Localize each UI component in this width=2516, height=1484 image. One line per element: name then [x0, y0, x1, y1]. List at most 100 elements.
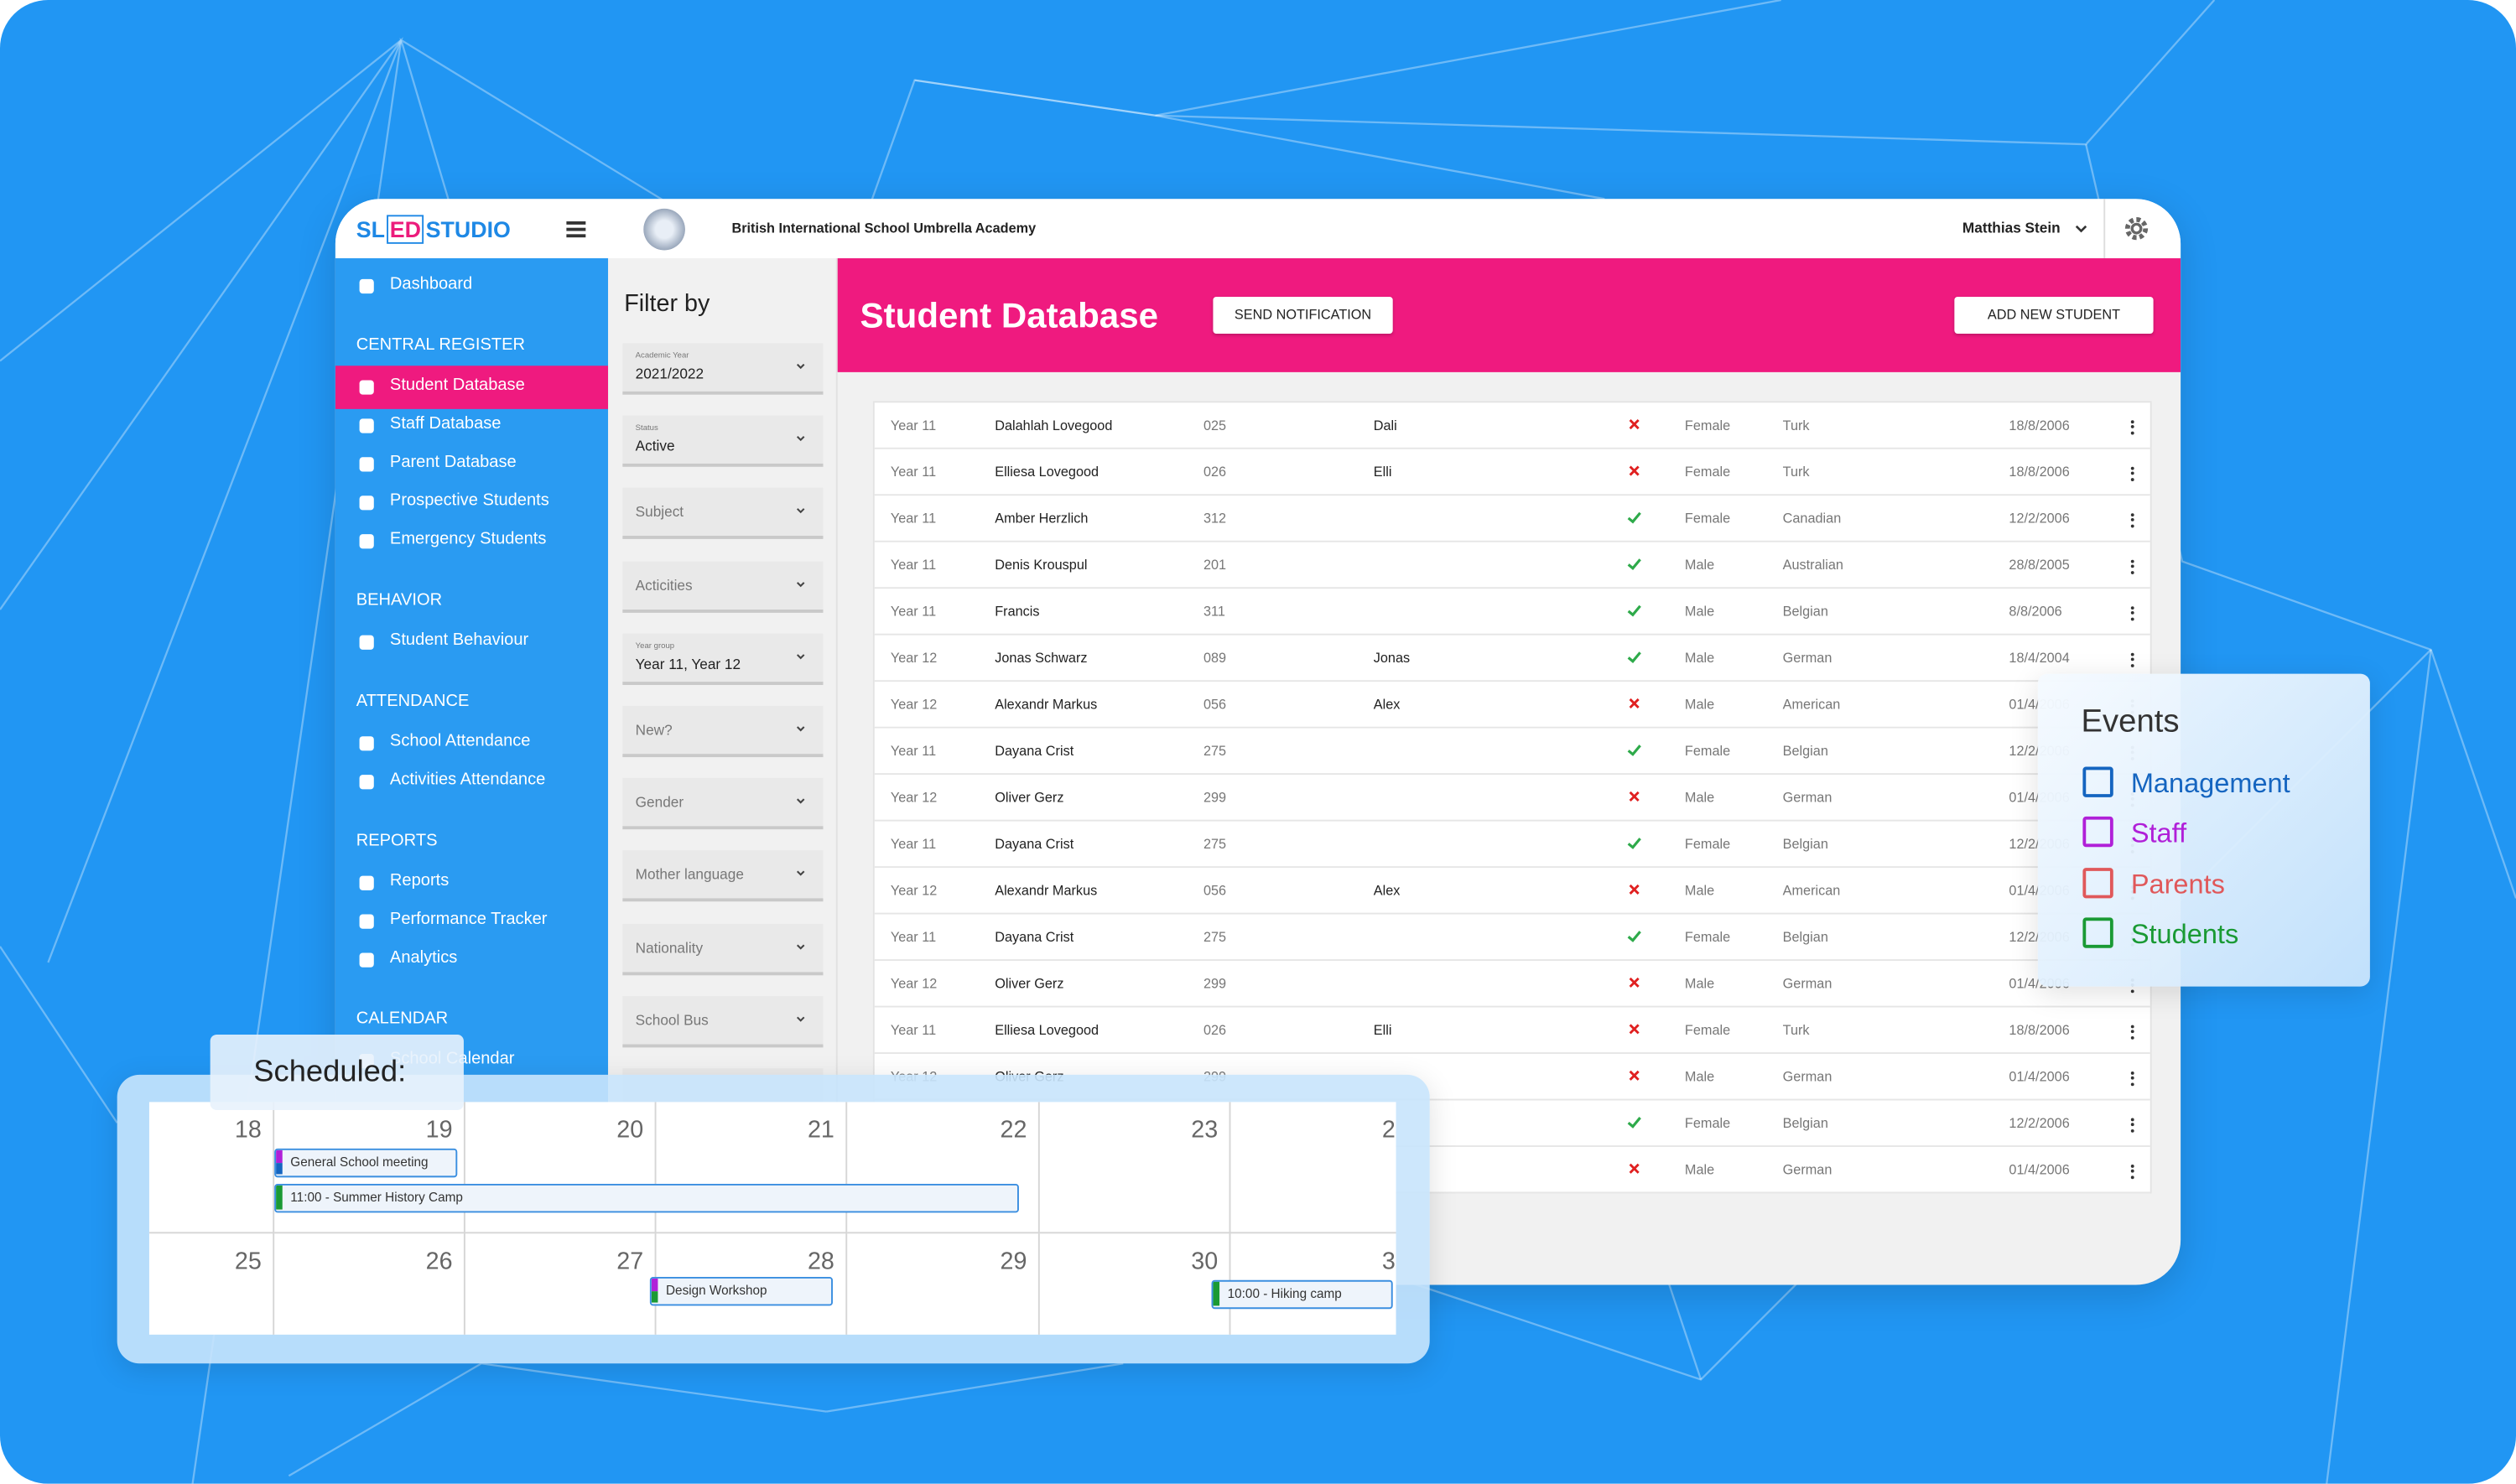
event-category[interactable]: Staff — [2130, 818, 2187, 849]
event-category[interactable]: Students — [2130, 919, 2239, 950]
sidebar-item[interactable]: Prospective Students — [389, 490, 549, 511]
calendar-day-number: 23 — [1191, 1116, 1219, 1144]
sidebar-item-icon — [359, 418, 374, 433]
cell-gender: Male — [1684, 1161, 1715, 1178]
cell-year: Year 12 — [890, 649, 938, 667]
filter-placeholder: School Bus — [635, 1011, 709, 1029]
table-row[interactable]: Male German 01/4/2006 — [874, 1147, 2150, 1194]
event-checkbox[interactable] — [2082, 867, 2113, 898]
table-row[interactable]: Year 11 Elliesa Lovegood 026 Elli Female Turk… — [874, 1008, 2150, 1055]
student-table: Year 11 Dalahlah Lovegood 025 Dali Female Tur… — [872, 401, 2152, 1194]
sidebar-item[interactable]: Student Database — [389, 375, 525, 395]
dropdown-chevron — [797, 508, 805, 515]
cell-nationality: German — [1782, 649, 1832, 667]
table-row[interactable]: Female Belgian 12/2/2006 — [874, 1100, 2150, 1147]
event-checkbox[interactable] — [2082, 817, 2113, 848]
sidebar-item[interactable]: Dashboard — [389, 274, 473, 294]
calendar-day-number: 20 — [616, 1116, 644, 1144]
calendar-panel: 18 19 20 21 22 23 24 25 26 27 28 29 30 31 General Scho… — [117, 1074, 1430, 1364]
cell-dob: 01/4/2006 — [2009, 1068, 2070, 1085]
cell-nationality: Turk — [1782, 463, 1810, 480]
table-row[interactable]: Year 12 Jonas Schwarz 089 Jonas Male German 18… — [874, 636, 2150, 682]
cell-id: 311 — [1203, 603, 1225, 620]
dropdown-chevron — [797, 581, 805, 587]
table-row[interactable]: Year 11 Elliesa Lovegood 026 Elli Female Turk… — [874, 449, 2150, 496]
cell-nationality: Belgian — [1782, 603, 1828, 620]
filter-dropdown[interactable]: Nationality — [622, 923, 824, 975]
cell-dob: 18/8/2006 — [2009, 1021, 2070, 1038]
add-student-button[interactable]: ADD NEW STUDENT — [1954, 296, 2154, 334]
calendar-day-number: 21 — [807, 1116, 834, 1144]
cell-id: 201 — [1203, 556, 1227, 573]
row-menu-dot — [2130, 605, 2134, 610]
event-category[interactable]: Parents — [2130, 869, 2225, 900]
scheduled-label: Scheduled: — [210, 1035, 464, 1110]
cell-id: 299 — [1203, 789, 1227, 806]
event-checkbox[interactable] — [2082, 766, 2113, 797]
event-marker — [651, 1278, 658, 1291]
calendar-day-number: 19 — [425, 1116, 453, 1144]
sidebar-item[interactable]: Activities Attendance — [389, 770, 546, 790]
filter-dropdown[interactable]: Gender — [622, 778, 824, 830]
calendar-event[interactable]: Design Workshop — [649, 1276, 833, 1306]
cell-gender: Female — [1684, 742, 1731, 759]
menu-icon-bar — [566, 234, 586, 237]
filter-dropdown[interactable]: Academic Year 2021/2022 — [622, 343, 824, 395]
user-name[interactable]: Matthias Stein — [1962, 220, 2061, 236]
school-crest — [643, 208, 685, 251]
calendar-event[interactable]: 10:00 - Hiking camp — [1211, 1279, 1393, 1310]
table-row[interactable]: Year 11 Francis 311 Male Belgian 8/8/2006 — [874, 589, 2150, 636]
cell-nickname: Alex — [1373, 882, 1401, 899]
calendar-day: 23 — [1039, 1102, 1231, 1234]
cell-id: 312 — [1203, 510, 1227, 527]
calendar-event[interactable]: 11:00 - Summer History Camp — [274, 1183, 1019, 1213]
sidebar-item[interactable]: Analytics — [389, 947, 458, 968]
cell-year: Year 11 — [890, 603, 937, 620]
status-cross — [1629, 1163, 1640, 1174]
cell-nickname: Jonas — [1373, 649, 1411, 667]
top-bar: SL ED STUDIO British International School U… — [335, 199, 2181, 259]
sidebar-item[interactable]: Reports — [389, 870, 450, 890]
table-row[interactable]: Year 12 Alexandr Markus 056 Alex Male America… — [874, 868, 2150, 915]
filter-dropdown[interactable]: Subject — [622, 488, 824, 540]
event-category[interactable]: Management — [2130, 768, 2290, 799]
status-check — [1627, 745, 1641, 756]
filter-placeholder: Gender — [635, 794, 684, 811]
filter-dropdown[interactable]: Status Active — [622, 415, 824, 468]
filter-panel: Filter by Academic Year 2021/2022 Status Act… — [608, 258, 838, 1285]
row-menu-dot — [2130, 1024, 2134, 1028]
sidebar-item[interactable]: Performance Tracker — [389, 909, 548, 929]
table-row[interactable]: Year 12 Alexandr Markus 056 Alex Male America… — [874, 682, 2150, 729]
table-row[interactable]: Year 11 Denis Krouspul 201 Male Australian 28… — [874, 542, 2150, 589]
sidebar-item[interactable]: Parent Database — [389, 452, 517, 472]
table-row[interactable]: Year 11 Dalahlah Lovegood 025 Dali Female Tur… — [874, 402, 2150, 449]
calendar-day: 21 — [656, 1102, 848, 1234]
calendar-event[interactable]: General School meeting — [274, 1148, 458, 1178]
logo-left: SL — [356, 216, 385, 242]
filter-dropdown[interactable]: Year group Year 11, Year 12 — [622, 633, 824, 685]
sidebar-item[interactable]: School Attendance — [389, 731, 531, 751]
event-checkbox[interactable] — [2082, 917, 2113, 948]
filter-dropdown[interactable]: New? — [622, 705, 824, 758]
row-menu-dot — [2130, 430, 2134, 434]
sidebar-item[interactable]: Emergency Students — [389, 529, 547, 549]
cell-nationality: Belgian — [1782, 1114, 1828, 1131]
logo[interactable]: SL ED STUDIO — [356, 215, 511, 244]
cell-name: Oliver Gerz — [995, 975, 1064, 992]
row-menu-dot — [2130, 1071, 2134, 1074]
filter-dropdown[interactable]: School Bus — [622, 995, 824, 1047]
filter-dropdown[interactable]: Acticities — [622, 560, 824, 613]
cell-gender: Male — [1684, 1068, 1715, 1085]
table-row[interactable]: Year 11 Amber Herzlich 312 Female Canadian 12… — [874, 496, 2150, 542]
filter-dropdown[interactable]: Mother language — [622, 850, 824, 903]
sidebar-item[interactable]: Student Behaviour — [389, 630, 529, 650]
send-notification-button[interactable]: SEND NOTIFICATION — [1213, 296, 1393, 334]
event-marker — [1213, 1281, 1220, 1306]
filter-placeholder: Nationality — [635, 939, 704, 956]
sidebar-item[interactable]: Staff Database — [389, 413, 502, 433]
